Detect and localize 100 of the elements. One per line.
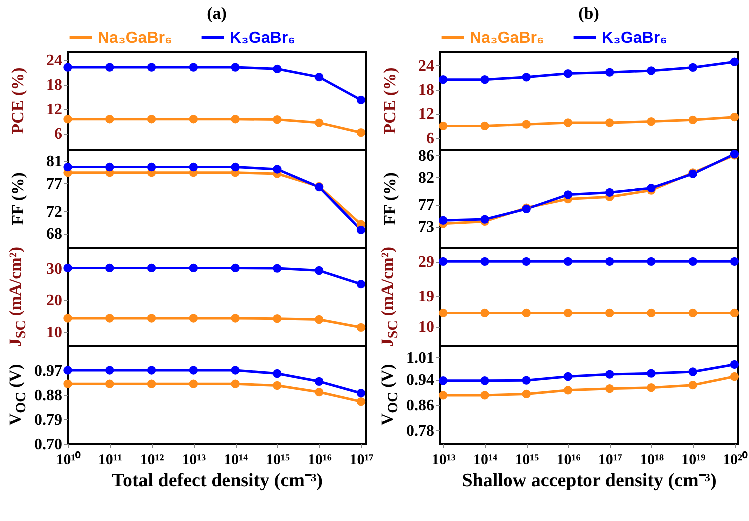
point: [356, 389, 366, 398]
y-tick-label: 0.78: [406, 422, 434, 440]
point: [439, 76, 448, 84]
x-tick-label: 10¹⁵: [266, 452, 290, 468]
y-tick-label: 68: [46, 226, 62, 244]
point: [647, 384, 656, 392]
y-tick-label: 12: [46, 102, 62, 119]
x-tick-label: 10¹¹: [98, 452, 122, 468]
point: [480, 391, 490, 400]
point: [189, 63, 198, 72]
point: [231, 264, 240, 273]
y-tick-label: 18: [46, 77, 62, 94]
point: [273, 381, 282, 390]
point: [688, 63, 698, 72]
point: [106, 162, 114, 172]
point: [730, 58, 740, 66]
y-tick-label: 29: [418, 254, 434, 272]
point: [64, 115, 72, 124]
point: [147, 115, 156, 124]
y-tick-label: 86: [418, 148, 434, 165]
y-tick-label: 10: [46, 324, 62, 342]
point: [147, 366, 156, 375]
point: [189, 162, 198, 172]
point: [64, 314, 72, 323]
point: [273, 165, 282, 174]
point: [64, 380, 72, 388]
point: [315, 118, 324, 128]
y-tick-label: 6: [54, 126, 62, 144]
point: [64, 264, 72, 273]
point: [273, 369, 282, 378]
legend-label: K₃GaBr₆: [602, 30, 668, 47]
point: [273, 115, 282, 124]
x-tick-label: 10¹³: [182, 452, 207, 468]
point: [315, 315, 324, 324]
y-tick-label: 30: [46, 261, 62, 278]
y-tick-label: 72: [46, 204, 62, 221]
point: [273, 264, 282, 273]
point: [106, 115, 114, 124]
x-tick-label: 10¹⁴: [473, 452, 498, 468]
point: [606, 384, 614, 394]
chart-title: (a): [207, 4, 227, 23]
point: [688, 381, 698, 390]
point: [564, 118, 573, 128]
x-tick-label: 10¹⁸: [640, 452, 664, 468]
point: [189, 115, 198, 124]
x-axis-title: Shallow acceptor density (cm⁻³): [462, 470, 717, 492]
point: [730, 360, 740, 370]
point: [647, 117, 656, 126]
point: [356, 96, 366, 105]
point: [480, 376, 490, 386]
point: [480, 122, 490, 131]
x-tick-label: 10¹⁶: [556, 452, 582, 468]
y-tick-label: 0.86: [406, 397, 434, 414]
point: [356, 128, 366, 138]
point: [688, 368, 698, 376]
point: [106, 264, 114, 273]
point: [273, 64, 282, 74]
point: [522, 376, 531, 385]
point: [439, 376, 448, 386]
y-tick-label: 10: [418, 319, 434, 336]
point: [564, 372, 573, 382]
point: [480, 76, 490, 84]
point: [606, 68, 614, 77]
point: [647, 66, 656, 76]
point: [730, 372, 740, 382]
point: [688, 116, 698, 124]
x-tick-label: 10¹⁹: [682, 452, 706, 468]
point: [522, 73, 531, 82]
point: [522, 120, 531, 129]
point: [315, 72, 324, 82]
chart-title: (b): [578, 4, 600, 23]
point: [231, 314, 240, 323]
point: [564, 386, 573, 395]
point: [564, 190, 573, 200]
y-tick-label: 77: [46, 176, 62, 193]
point: [231, 63, 240, 72]
y-tick-label: 24: [46, 52, 62, 70]
point: [106, 366, 114, 375]
point: [64, 162, 72, 172]
point: [356, 226, 366, 235]
y-axis-title: FF (%): [380, 172, 400, 226]
y-axis-title: PCE (%): [8, 68, 28, 134]
x-axis-title: Total defect density (cm⁻³): [112, 470, 323, 492]
point: [64, 63, 72, 72]
point: [356, 323, 366, 332]
point: [522, 390, 531, 399]
point: [480, 215, 490, 224]
y-axis-title: PCE (%): [380, 68, 400, 134]
y-tick-label: 73: [418, 219, 434, 236]
x-tick-label: 10¹⁶: [308, 452, 332, 468]
legend-label: Na₃GaBr₆: [470, 30, 544, 47]
point: [439, 122, 448, 131]
point: [315, 266, 324, 276]
x-tick-label: 10¹⁷: [598, 452, 623, 468]
point: [730, 113, 740, 122]
y-tick-label: 82: [418, 170, 434, 187]
x-tick-label: 10²⁰: [722, 450, 748, 468]
point: [606, 370, 614, 379]
point: [231, 366, 240, 375]
point: [189, 366, 198, 375]
